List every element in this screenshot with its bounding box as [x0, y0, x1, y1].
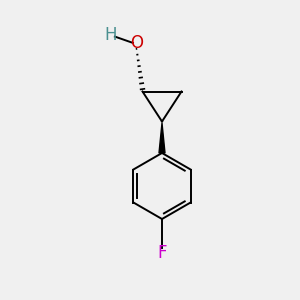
Text: H: H	[105, 26, 117, 44]
Polygon shape	[159, 123, 165, 153]
Text: O: O	[130, 34, 143, 52]
Text: F: F	[157, 244, 167, 262]
